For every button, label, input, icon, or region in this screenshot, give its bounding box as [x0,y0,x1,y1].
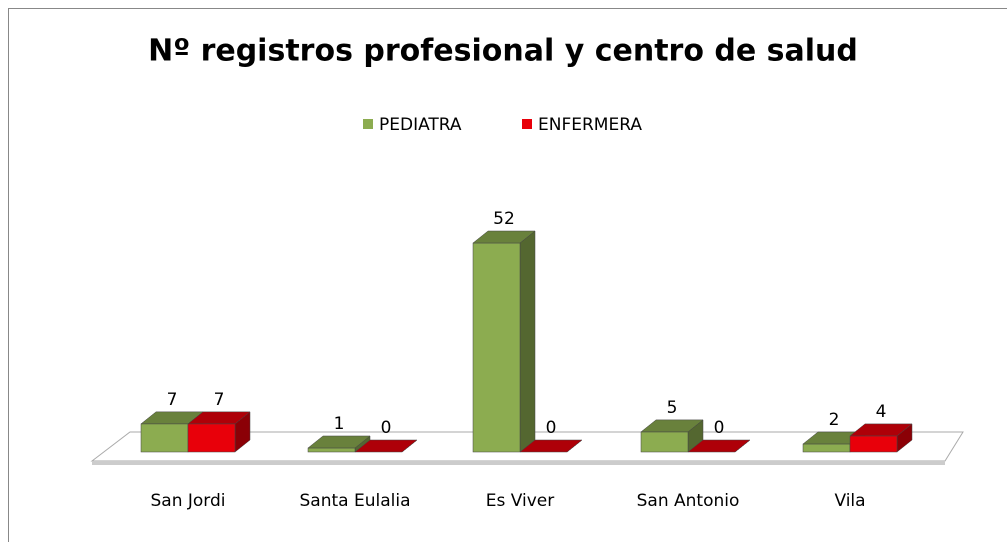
bar-front [849,435,898,453]
bar [687,439,751,453]
legend-label: ENFERMERA [538,115,642,135]
bar-side [519,230,536,453]
bar-top [354,439,418,453]
bar-top [519,439,583,453]
x-tick-label: San Jordi [150,491,225,511]
bar-top [849,423,913,437]
bar [354,439,418,453]
x-tick-label: Es Viver [486,491,555,511]
bar-front [802,443,851,453]
bar-top [687,439,751,453]
data-label: 0 [546,418,557,438]
bar-top [307,435,371,449]
bar-front [640,431,689,453]
bar-top [640,419,704,433]
data-label: 0 [714,418,725,438]
bar-front [140,423,189,453]
data-label: 2 [829,410,840,430]
data-label: 52 [493,209,515,229]
legend-swatch [522,119,532,129]
data-label: 4 [876,402,887,422]
legend-label: PEDIATRA [379,115,462,135]
bar-front [187,423,236,453]
bar-front [472,242,521,453]
data-label: 7 [214,390,225,410]
floor-edge [92,461,945,465]
x-tick-label: Santa Eulalia [300,491,411,511]
bar [187,411,251,453]
legend-swatch [363,119,373,129]
bar [849,423,913,453]
data-label: 5 [667,398,678,418]
bar [472,230,536,453]
bar [519,439,583,453]
bar-top [472,230,536,244]
data-label: 7 [167,390,178,410]
bar-front [307,447,356,453]
data-label: 1 [334,414,345,434]
data-label: 0 [381,418,392,438]
x-tick-label: Vila [834,491,865,511]
bar [640,419,704,453]
chart-title: Nº registros profesional y centro de sal… [148,34,858,69]
bar-top [187,411,251,425]
x-tick-label: San Antonio [637,491,740,511]
